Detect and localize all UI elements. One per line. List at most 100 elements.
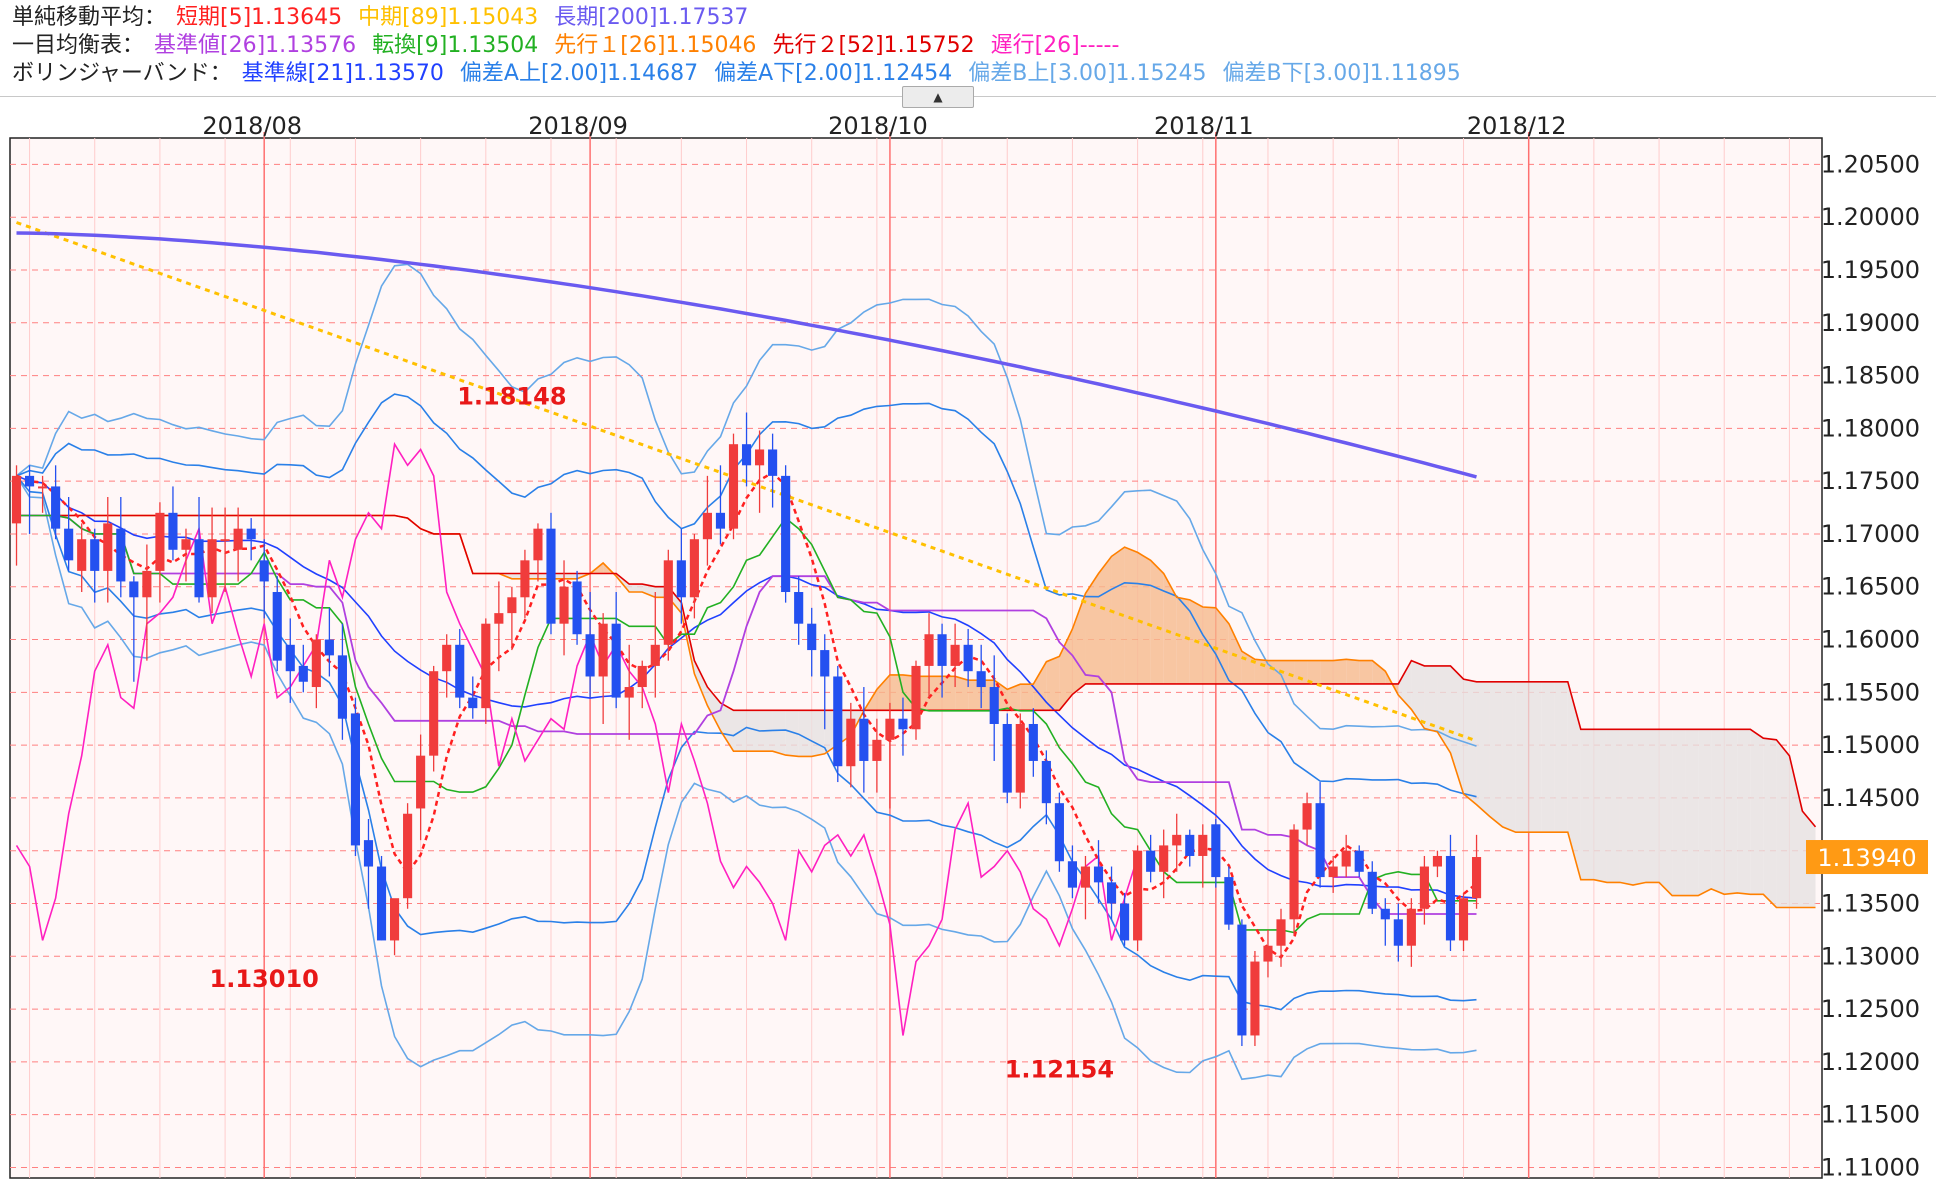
candle-body: [859, 718, 869, 761]
y-tick-label: 1.18000: [1821, 414, 1920, 442]
candle-body: [663, 560, 673, 645]
y-tick-label: 1.16000: [1821, 626, 1920, 654]
kumo-segment: [1646, 729, 1660, 883]
kumo-segment: [1685, 729, 1699, 896]
candle-body: [676, 560, 686, 598]
candle-body: [507, 597, 517, 614]
candle-body: [350, 713, 361, 846]
candle-body: [181, 539, 191, 550]
kumo-segment: [889, 674, 903, 711]
candle-body: [1211, 824, 1221, 878]
collapse-legend-button[interactable]: ▲: [902, 86, 974, 108]
candle-body: [442, 644, 452, 672]
y-tick-label: 1.19000: [1821, 309, 1920, 337]
candle-body: [103, 523, 113, 571]
bollinger-label: ボリンジャーバンド：: [12, 61, 232, 86]
candle-body: [1041, 760, 1051, 804]
candle-body: [1028, 723, 1038, 761]
kumo-segment: [1489, 681, 1503, 827]
ichimoku-kijun-value: 基準値[26]1.13576: [154, 33, 357, 58]
kumo-segment: [707, 687, 721, 731]
candle-body: [1159, 845, 1169, 872]
kumo-segment: [1776, 739, 1790, 908]
y-tick-label: 1.17500: [1821, 467, 1920, 495]
y-tick-label: 1.15000: [1821, 731, 1920, 759]
candle-body: [1093, 866, 1104, 883]
candle-body: [1276, 919, 1286, 946]
kumo-segment: [772, 710, 786, 756]
candle-body: [781, 475, 791, 593]
candle-body: [272, 592, 282, 661]
candle-body: [741, 444, 752, 466]
candle-body: [794, 592, 804, 624]
candle-body: [285, 644, 295, 672]
kumo-segment: [1502, 681, 1516, 833]
kumo-segment: [1098, 556, 1112, 684]
candle-body: [989, 687, 999, 724]
kumo-segment: [1672, 729, 1686, 896]
candle-body: [246, 528, 256, 540]
y-tick-label: 1.13500: [1821, 889, 1920, 917]
y-tick-label: 1.18500: [1821, 362, 1920, 390]
bollinger-a-lower-line: [15, 475, 1477, 1011]
y-tick-label: 1.15500: [1821, 678, 1920, 706]
indicator-legend: 単純移動平均： 短期[5]1.13645 中期[89]1.15043 長期[200]1…: [0, 0, 1936, 97]
price-annotation: 1.12154: [1005, 1056, 1114, 1084]
candle-body: [1419, 866, 1429, 909]
candle-body: [924, 634, 934, 666]
candle-body: [1380, 908, 1390, 920]
kumo-segment: [642, 584, 656, 598]
candle-body: [911, 665, 921, 730]
kumo-segment: [1059, 628, 1073, 711]
bollinger-b-upper-line: [15, 263, 1477, 747]
kumo-segment: [1372, 660, 1386, 684]
kumo-segment: [785, 710, 799, 757]
kumo-segment: [1281, 660, 1295, 684]
candle-body: [324, 639, 334, 656]
candle-body: [1067, 861, 1077, 888]
kumo-segment: [1711, 729, 1725, 895]
ichimoku-legend-row: 一目均衡表： 基準値[26]1.13576 転換[9]1.13504 先行１[26]1…: [12, 32, 1135, 60]
sma-legend-row: 単純移動平均： 短期[5]1.13645 中期[89]1.15043 長期[200]1…: [12, 4, 764, 32]
candle-body: [572, 581, 582, 635]
candle-body: [363, 840, 374, 867]
kumo-segment: [1007, 684, 1021, 711]
candle-body: [337, 655, 347, 719]
kumo-segment: [1424, 665, 1438, 732]
kumo-segment: [1515, 681, 1529, 833]
candle-body: [1315, 803, 1325, 878]
x-tick-label: 2018/09: [528, 112, 628, 140]
candle-body: [755, 449, 765, 466]
candle-body: [963, 644, 973, 672]
candle-body: [637, 665, 647, 688]
bollinger-legend-row: ボリンジャーバンド： 基準線[21]1.13570 偏差A上[2.00]1.1468…: [12, 60, 1477, 88]
kumo-segment: [811, 710, 825, 757]
candle-body: [259, 560, 269, 582]
kumo-segment: [1750, 729, 1764, 895]
kumo-segment: [1593, 729, 1607, 883]
candle-body: [885, 718, 895, 740]
candle-body: [598, 623, 608, 677]
kumo-segment: [1476, 681, 1490, 817]
ichimoku-senkou2-value: 先行２[52]1.15752: [772, 33, 975, 58]
candle-body: [207, 539, 217, 598]
candle-body: [38, 486, 48, 489]
candle-body: [1354, 850, 1364, 872]
kumo-segment: [629, 584, 643, 593]
candle-body: [1289, 829, 1299, 920]
candle-body: [611, 623, 621, 698]
candle-body: [820, 650, 830, 677]
candle-body: [1133, 850, 1143, 941]
bollinger-mid-line: [16, 475, 1477, 899]
candle-body: [1250, 961, 1260, 1036]
kumo-segment: [564, 573, 578, 579]
candle-body: [468, 697, 478, 709]
candle-body: [559, 586, 569, 624]
candle-body: [1146, 850, 1156, 872]
kumo-segment: [1124, 547, 1138, 684]
kumo-segment: [1176, 597, 1190, 684]
kumo-segment: [1580, 729, 1594, 880]
candle-body: [494, 613, 504, 624]
kumo-segment: [1554, 681, 1568, 833]
